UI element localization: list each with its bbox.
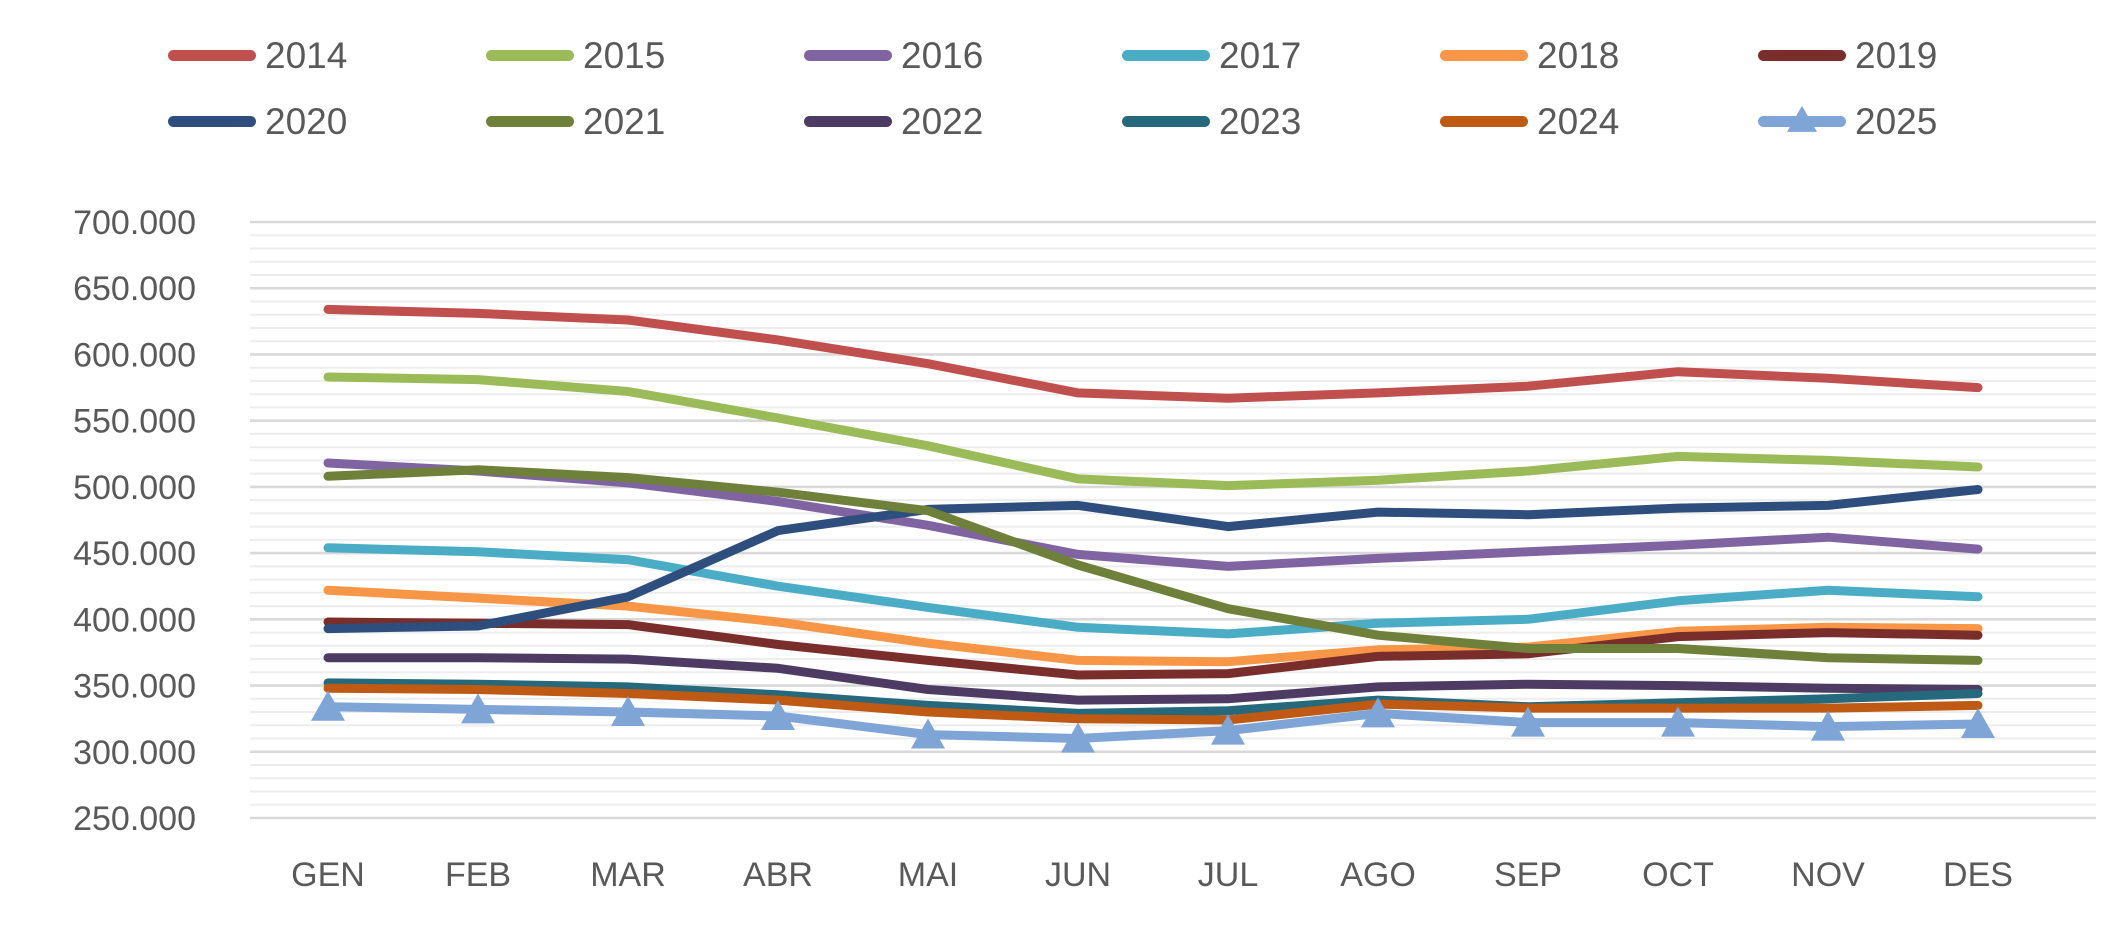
y-axis-label: 250.000: [73, 800, 196, 838]
series-line-2019[interactable]: [323, 617, 1983, 680]
series-line-2016[interactable]: [323, 458, 1983, 571]
x-axis-label: SEP: [1494, 856, 1562, 894]
series-line-2020[interactable]: [323, 485, 1983, 634]
triangle-marker-icon: [1787, 105, 1817, 132]
legend-line-swatch: [168, 115, 256, 127]
legend-label: 2018: [1537, 34, 1620, 76]
y-axis-label: 550.000: [73, 403, 196, 441]
legend-label: 2022: [901, 100, 984, 142]
series-line-2024[interactable]: [323, 683, 1983, 725]
x-axis-label: MAI: [898, 856, 958, 894]
legend-line-swatch: [1122, 115, 1210, 127]
x-axis-label: JUN: [1045, 856, 1111, 894]
y-axis-label: 500.000: [73, 469, 196, 507]
y-axis-label: 700.000: [73, 204, 196, 242]
legend-label: 2016: [901, 34, 984, 76]
legend-line-swatch: [804, 115, 892, 127]
legend-item-2024[interactable]: 2024: [1440, 96, 1758, 146]
legend-item-2021[interactable]: 2021: [486, 96, 804, 146]
series-line-2023[interactable]: [323, 678, 1983, 718]
x-axis-label: MAR: [590, 856, 666, 894]
marker-triangle-2025: [1211, 714, 1245, 745]
x-axis-label: FEB: [445, 856, 511, 894]
marker-triangle-2025: [1961, 707, 1995, 738]
legend-item-2016[interactable]: 2016: [804, 30, 1122, 80]
legend-line-swatch: [1758, 105, 1846, 132]
legend: 2014 2015 2016 2017 2018 2019 2020 2021 2022 2023…: [168, 30, 2076, 146]
x-axis-label: JUL: [1198, 856, 1258, 894]
marker-triangle-2025: [1661, 706, 1695, 737]
legend-label: 2020: [265, 100, 348, 142]
x-axis-label: NOV: [1791, 856, 1865, 894]
marker-triangle-2025: [461, 693, 495, 724]
series-line-2015[interactable]: [323, 372, 1983, 491]
marker-triangle-2025: [311, 690, 345, 721]
legend-label: 2015: [583, 34, 666, 76]
legend-line-swatch: [1440, 49, 1528, 61]
marker-triangle-2025: [911, 718, 945, 749]
marker-triangle-2025: [761, 700, 795, 731]
y-axis-label: 350.000: [73, 668, 196, 706]
x-axis-label: OCT: [1642, 856, 1714, 894]
series-line-2021[interactable]: [323, 465, 1983, 665]
legend-item-2019[interactable]: 2019: [1758, 30, 2076, 80]
series-line-2017[interactable]: [323, 543, 1983, 639]
legend-item-2025[interactable]: 2025: [1758, 96, 2076, 146]
marker-triangle-2025: [1511, 706, 1545, 737]
legend-item-2023[interactable]: 2023: [1122, 96, 1440, 146]
legend-item-2018[interactable]: 2018: [1440, 30, 1758, 80]
legend-line-swatch: [1758, 49, 1846, 61]
series-line-2022[interactable]: [323, 653, 1983, 705]
marker-triangle-2025: [1361, 697, 1395, 728]
legend-line-swatch: [1440, 115, 1528, 127]
legend-label: 2019: [1855, 34, 1938, 76]
y-axis-label: 300.000: [73, 734, 196, 772]
legend-item-2020[interactable]: 2020: [168, 96, 486, 146]
x-axis-label: DES: [1943, 856, 2013, 894]
legend-label: 2017: [1219, 34, 1302, 76]
marker-triangle-2025: [1061, 722, 1095, 753]
x-axis-label: GEN: [291, 856, 365, 894]
legend-line-swatch: [804, 49, 892, 61]
x-axis-label: ABR: [743, 856, 813, 894]
y-axis-label: 650.000: [73, 270, 196, 308]
legend-line-swatch: [168, 49, 256, 61]
legend-label: 2023: [1219, 100, 1302, 142]
legend-item-2015[interactable]: 2015: [486, 30, 804, 80]
legend-line-swatch: [486, 115, 574, 127]
y-axis-label: 450.000: [73, 535, 196, 573]
legend-label: 2021: [583, 100, 666, 142]
y-axis-label: 600.000: [73, 336, 196, 374]
marker-triangle-2025: [611, 696, 645, 727]
marker-triangle-2025: [1811, 710, 1845, 741]
legend-label: 2014: [265, 34, 348, 76]
legend-label: 2024: [1537, 100, 1620, 142]
legend-line-swatch: [1122, 49, 1210, 61]
legend-label: 2025: [1855, 100, 1938, 142]
x-axis-label: AGO: [1340, 856, 1416, 894]
legend-item-2017[interactable]: 2017: [1122, 30, 1440, 80]
legend-item-2014[interactable]: 2014: [168, 30, 486, 80]
series-line-2025[interactable]: [323, 702, 1983, 743]
legend-line-swatch: [486, 49, 574, 61]
series-line-2014[interactable]: [323, 304, 1983, 403]
y-axis-label: 400.000: [73, 601, 196, 639]
legend-item-2022[interactable]: 2022: [804, 96, 1122, 146]
